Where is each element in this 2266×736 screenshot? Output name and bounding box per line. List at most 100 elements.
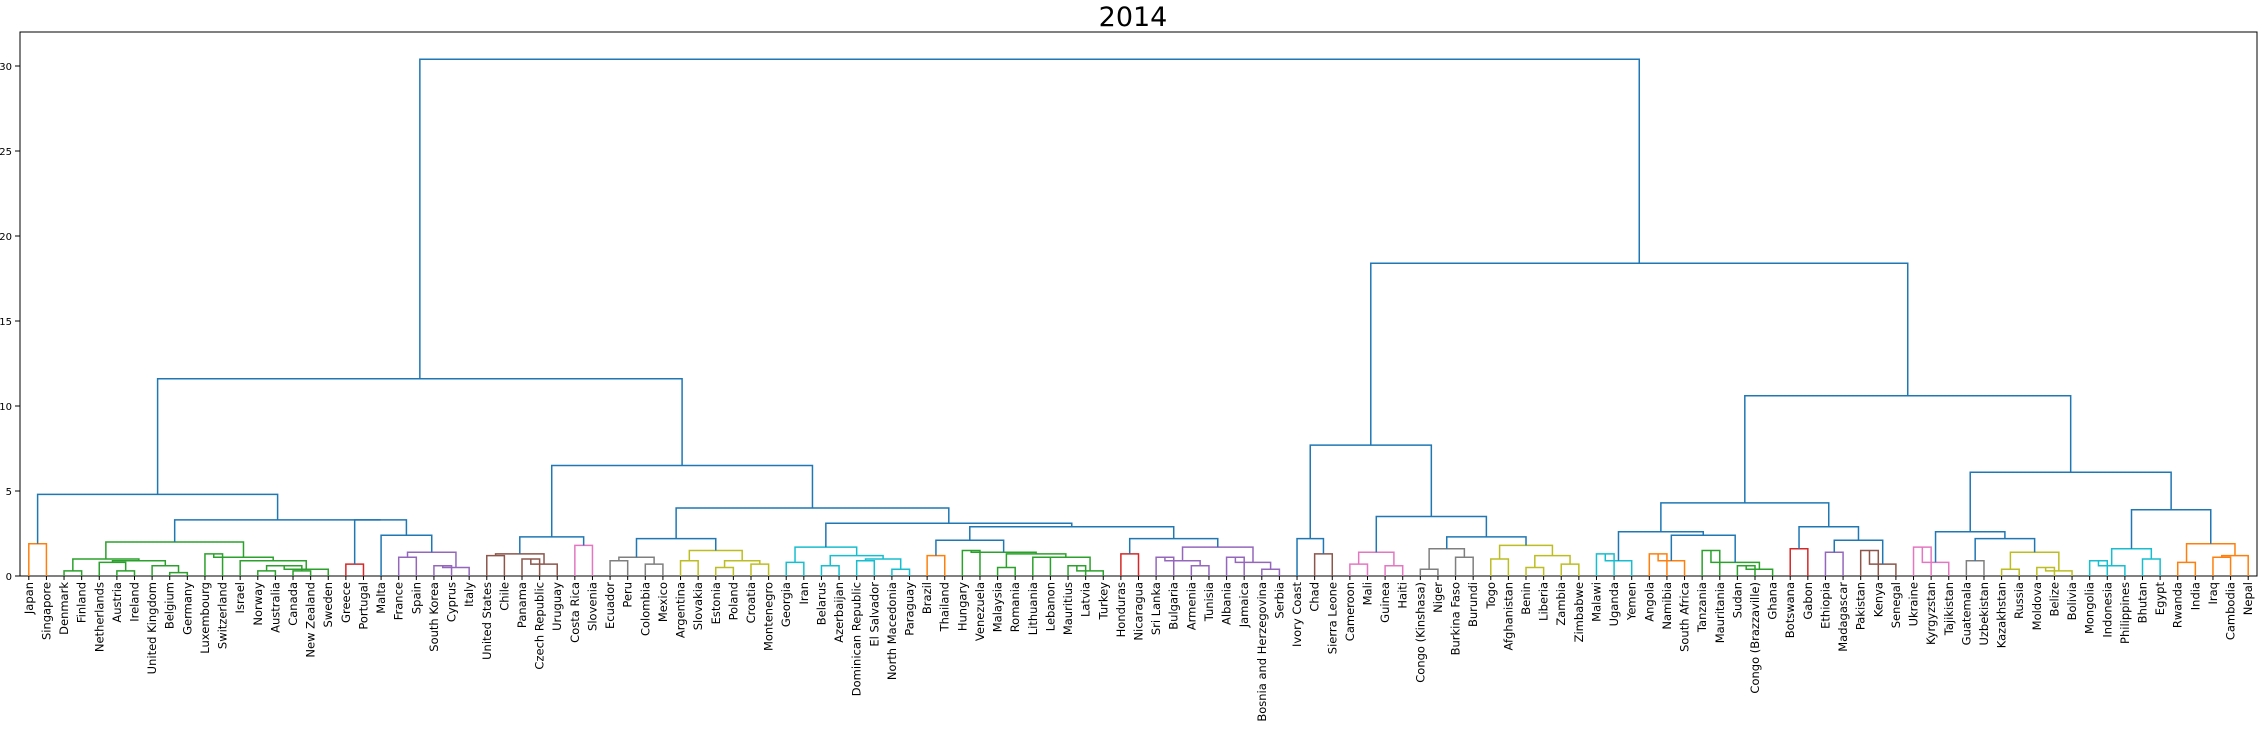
y-tick-label: 10 [0,402,12,413]
leaf-label: Zimbabwe [1572,582,1586,642]
leaf-label: Egypt [2153,582,2167,616]
leaf-label: Russia [2012,582,2026,619]
leaf-label: Croatia [744,582,758,623]
y-tick-label: 30 [0,62,12,73]
leaf-label: United States [480,582,494,660]
leaf-label: Slovenia [585,582,599,631]
dendrogram-link-73 [1349,563,1369,576]
leaf-label: North Macedonia [885,582,899,680]
dendrogram-link-115 [2141,558,2161,576]
leaf-label: Guinea [1378,582,1392,623]
leaf-label: Belize [2047,582,2061,616]
leaf-label: Ghana [1766,582,1780,620]
dendrogram-link-2 [116,570,136,576]
leaf-label: Zambia [1554,582,1568,626]
leaf-label: Lithuania [1026,582,1040,635]
dendrogram-link-31 [609,559,629,576]
dendrogram-link-54 [1005,553,1067,568]
dendrogram-link-71 [1313,553,1334,576]
dendrogram-link-0 [28,542,48,576]
dendrogram-link-30 [519,536,585,554]
leaf-label: Namibia [1660,582,1674,630]
leaf-label: Greece [339,582,353,623]
dendrogram-link-41 [820,565,840,576]
dendrogram-link-72 [1296,537,1325,576]
leaf-label: Latvia [1079,582,1093,617]
leaf-label: Burkina Faso [1449,582,1463,655]
leaf-label: Burundi [1466,582,1480,627]
y-tick-label: 0 [6,572,12,583]
leaf-label: Ethiopia [1818,582,1832,629]
dendrogram-link-107 [2000,568,2020,576]
dendrogram-link-111 [1974,537,2036,561]
leaf-label: Kazakhstan [1995,582,2009,648]
dendrogram-link-29 [574,544,594,576]
dendrogram-link-4 [168,571,189,576]
leaf-label: Sierra Leone [1325,582,1339,654]
leaf-label: Sweden [321,582,335,627]
dendrogram-link-32 [644,563,664,576]
dendrogram-link-50 [1032,556,1052,576]
leaf-label: Tanzania [1695,582,1709,633]
leaf-label: Iran [797,582,811,604]
dendrogram-link-17 [397,556,418,576]
leaf-label: Angola [1642,582,1656,622]
leaf-label: Yemen [1625,582,1639,621]
leaf-label: Guatemala [1959,582,1973,645]
dendrogram-link-23 [173,519,381,542]
dendrogram-link-123 [1744,395,2072,503]
dendrogram-link-121 [2130,508,2212,549]
y-tick-label: 25 [0,147,12,158]
leaf-label: Malawi [1589,582,1603,622]
leaf-label: Bulgaria [1167,582,1181,630]
dendrogram-link-96 [1617,531,1704,561]
leaf-label: Congo (Brazzaville) [1748,582,1762,694]
leaf-label: Chad [1308,582,1322,612]
leaf-label: South Korea [427,582,441,652]
dendrogram-link-6 [111,559,167,566]
leaf-label: France [392,582,406,620]
leaf-label: Australia [268,582,282,633]
leaf-label: Romania [1008,582,1022,632]
dendrogram-link-46 [794,546,858,563]
dendrogram-link-69 [550,464,814,537]
dendrogram-link-21 [380,534,433,576]
leaf-label: Uganda [1607,582,1621,626]
leaf-label: Malaysia [991,582,1005,632]
leaf-label: Costa Rica [568,582,582,643]
dendrogram-link-97 [1789,548,1809,576]
leaf-label: Poland [726,582,740,620]
dendrogram-link-80 [1525,566,1545,576]
leaf-label: Italy [462,582,476,607]
dendrogram-link-9 [257,570,277,576]
y-tick-label: 5 [6,487,12,498]
leaf-label: Singapore [39,582,53,640]
dendrogram-link-47 [926,554,946,576]
dendrogram-link-57 [1120,553,1140,576]
leaf-label: Malta [374,582,388,614]
leaf-label: Georgia [779,582,793,627]
leaf-label: Venezuela [973,582,987,641]
dendrogram-link-5 [151,565,180,576]
leaf-label: Cameroon [1343,582,1357,641]
leaf-label: Mexico [656,582,670,622]
leaf-label: Brazil [920,582,934,614]
leaf-label: Jamaica [1237,582,1251,628]
leaf-label: Philippines [2118,582,2132,644]
y-axis: 0 5 10 15 20 25 30 [0,31,2258,583]
dendrogram-link-56 [935,539,1005,556]
leaf-label: Niger [1431,582,1445,613]
leaf-label: Indonesia [2100,582,2114,638]
dendrogram-link-124 [1370,262,1909,446]
leaf-label: Iraq [2206,582,2220,604]
leaf-label: Paraguay [903,582,917,636]
leaf-label: Bosnia and Herzegovina [1255,582,1269,722]
leaf-label: Tunisia [1202,582,1216,622]
leaf-label: India [2188,582,2202,610]
leaf-label: New Zealand [304,582,318,658]
plot-frame [19,31,2258,577]
chart-title: 2014 [1098,2,1168,33]
leaf-label: Turkey [1096,582,1110,621]
dendrogram-link-39 [635,537,717,558]
